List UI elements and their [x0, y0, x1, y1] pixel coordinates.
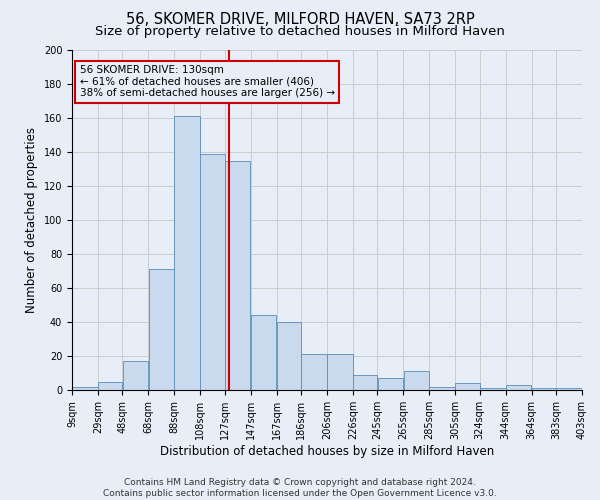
Bar: [377, 378, 403, 390]
Bar: [98, 382, 122, 390]
Text: 56 SKOMER DRIVE: 130sqm
← 61% of detached houses are smaller (406)
38% of semi-d: 56 SKOMER DRIVE: 130sqm ← 61% of detache…: [80, 66, 335, 98]
Bar: [506, 385, 532, 390]
Bar: [327, 354, 353, 390]
Bar: [455, 383, 479, 390]
Bar: [353, 374, 377, 390]
Bar: [556, 388, 582, 390]
Bar: [532, 388, 556, 390]
Text: Contains HM Land Registry data © Crown copyright and database right 2024.
Contai: Contains HM Land Registry data © Crown c…: [103, 478, 497, 498]
Bar: [149, 270, 174, 390]
Bar: [251, 315, 277, 390]
Bar: [277, 322, 301, 390]
Bar: [122, 361, 148, 390]
Bar: [225, 160, 251, 390]
Y-axis label: Number of detached properties: Number of detached properties: [25, 127, 38, 313]
Bar: [480, 388, 505, 390]
Bar: [175, 116, 200, 390]
Bar: [72, 386, 98, 390]
Text: Size of property relative to detached houses in Milford Haven: Size of property relative to detached ho…: [95, 25, 505, 38]
Bar: [404, 372, 429, 390]
Bar: [430, 386, 455, 390]
Bar: [301, 354, 327, 390]
Bar: [200, 154, 224, 390]
Text: 56, SKOMER DRIVE, MILFORD HAVEN, SA73 2RP: 56, SKOMER DRIVE, MILFORD HAVEN, SA73 2R…: [125, 12, 475, 28]
X-axis label: Distribution of detached houses by size in Milford Haven: Distribution of detached houses by size …: [160, 444, 494, 458]
